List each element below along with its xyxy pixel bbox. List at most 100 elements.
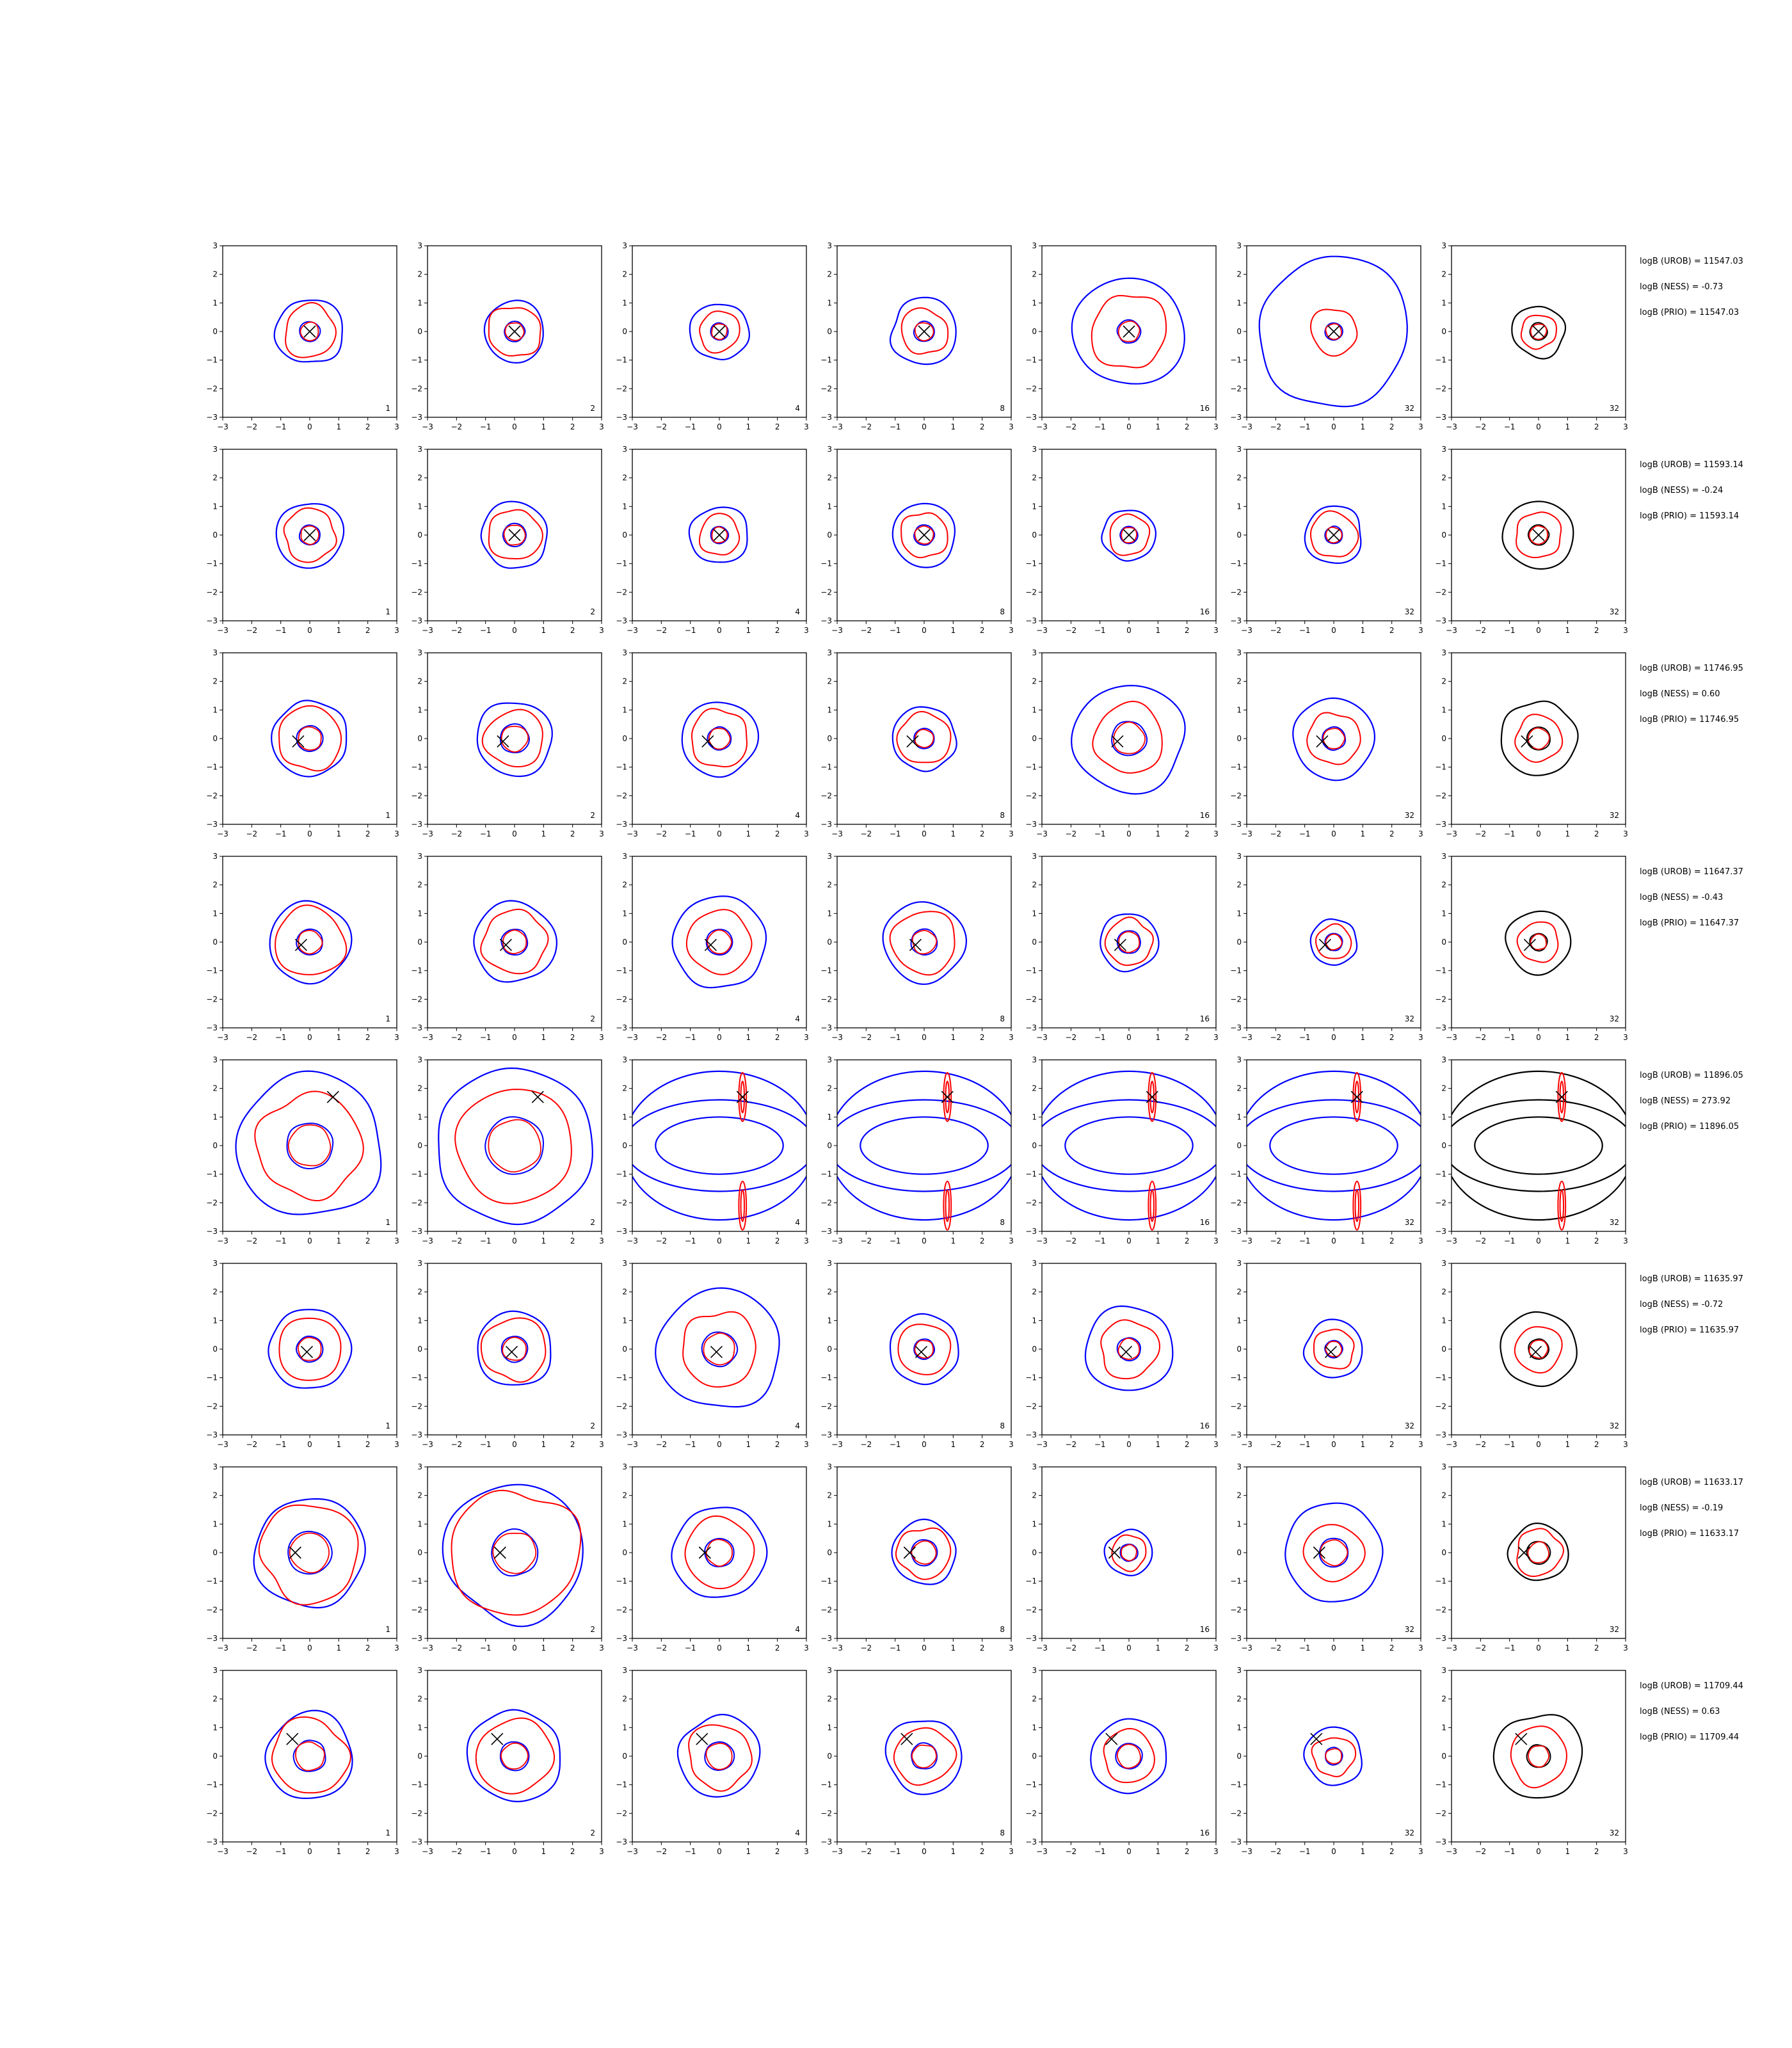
contour-outer xyxy=(1071,277,1185,385)
y-tick-label: −3 xyxy=(616,413,627,422)
x-tick-label: 2 xyxy=(365,1440,371,1449)
panel-number: 32 xyxy=(1610,404,1619,413)
panel-number: 1 xyxy=(385,404,390,413)
x-tick-label: 2 xyxy=(365,626,371,635)
contour-inner xyxy=(1092,700,1163,774)
y-tick-label: 0 xyxy=(622,1141,627,1150)
y-tick-label: 1 xyxy=(1236,705,1242,714)
y-tick-label: 2 xyxy=(212,474,218,483)
y-tick-label: 1 xyxy=(417,1723,422,1732)
contour-core-inner xyxy=(1113,721,1146,755)
x-tick-label: 1 xyxy=(541,1644,547,1652)
y-tick-label: 3 xyxy=(622,241,627,250)
contour-inner xyxy=(283,507,337,563)
x-tick-label: 1 xyxy=(746,1440,751,1449)
y-tick-label: 2 xyxy=(417,1084,422,1093)
x-tick-label: 1 xyxy=(1156,1033,1161,1042)
y-tick-label: −1 xyxy=(820,559,832,568)
x-tick-label: 3 xyxy=(804,1033,809,1042)
y-tick-label: −3 xyxy=(411,820,422,829)
contour-inner xyxy=(1557,1072,1567,1123)
x-tick-label: 2 xyxy=(365,1033,371,1042)
contour-core xyxy=(502,522,527,548)
panel-number: 4 xyxy=(795,1421,800,1430)
contour-inner xyxy=(740,1189,745,1222)
y-tick-label: 3 xyxy=(622,1055,627,1064)
true-value-marker xyxy=(1114,938,1126,952)
subplot-r7-c2: −3 −2 −1 0 1 2 3 3 2 1 0 −1 −2 −3 2 xyxy=(411,1462,604,1652)
x-tick-label: −1 xyxy=(1094,1033,1106,1042)
y-tick-label: −3 xyxy=(1025,1634,1037,1643)
y-tick-label: 3 xyxy=(622,1666,627,1675)
y-tick-label: 0 xyxy=(827,1752,832,1761)
y-tick-label: 3 xyxy=(212,1259,218,1268)
x-tick-label: 0 xyxy=(1331,1033,1336,1042)
contour-core-inner xyxy=(504,322,525,341)
x-tick-label: 0 xyxy=(1536,1236,1541,1245)
x-tick-label: −3 xyxy=(1036,1644,1048,1652)
x-tick-label: 3 xyxy=(394,1236,399,1245)
y-tick-label: −1 xyxy=(1230,1780,1242,1789)
x-tick-label: −3 xyxy=(831,1236,843,1245)
y-tick-label: 1 xyxy=(417,909,422,918)
contour-inner xyxy=(1104,916,1154,966)
y-tick-label: 0 xyxy=(417,531,422,540)
true-value-marker xyxy=(915,1345,928,1359)
y-tick-label: −1 xyxy=(206,1373,218,1382)
y-tick-label: 1 xyxy=(1032,298,1037,307)
subplot-r4-c2: −3 −2 −1 0 1 2 3 3 2 1 0 −1 −2 −3 2 xyxy=(411,852,604,1042)
y-tick-label: 0 xyxy=(1236,327,1242,336)
y-tick-label: −1 xyxy=(1435,1170,1446,1179)
x-tick-label: 0 xyxy=(922,1644,927,1652)
contour-outer xyxy=(442,1484,584,1628)
contour-outer xyxy=(889,296,957,365)
x-tick-label: 3 xyxy=(394,422,399,431)
panel-number: 32 xyxy=(1610,1014,1619,1023)
subplot-r3-c3: −3 −2 −1 0 1 2 3 3 2 1 0 −1 −2 −3 4 xyxy=(616,648,809,838)
subplot-r6-c2: −3 −2 −1 0 1 2 3 3 2 1 0 −1 −2 −3 2 xyxy=(411,1259,604,1449)
x-tick-label: 2 xyxy=(1594,422,1599,431)
x-tick-label: −3 xyxy=(1446,1236,1457,1245)
x-tick-label: 3 xyxy=(1418,829,1423,838)
y-tick-label: 1 xyxy=(417,1519,422,1528)
x-tick-label: −3 xyxy=(422,1033,433,1042)
true-value-marker xyxy=(1529,1345,1542,1359)
y-tick-label: −2 xyxy=(820,384,832,393)
y-tick-label: 0 xyxy=(1032,734,1037,743)
x-tick-label: 0 xyxy=(717,422,722,431)
x-tick-label: −2 xyxy=(1270,1236,1281,1245)
contour-inner xyxy=(699,310,740,354)
row-annotations-2: logB (UROB) = 11593.14 logB (NESS) = -0.2… xyxy=(1640,460,1743,521)
y-tick-label: −1 xyxy=(206,966,218,975)
x-tick-label: 1 xyxy=(541,422,547,431)
contour-core xyxy=(286,1123,334,1170)
x-tick-label: −3 xyxy=(831,829,843,838)
panel-number: 16 xyxy=(1200,607,1210,616)
x-tick-label: 3 xyxy=(1418,626,1423,635)
y-tick-label: −3 xyxy=(1230,1227,1242,1236)
y-tick-label: 0 xyxy=(212,1548,218,1557)
axes-frame xyxy=(222,856,397,1028)
x-tick-label: 1 xyxy=(1565,1440,1571,1449)
y-tick-label: 1 xyxy=(622,909,627,918)
x-tick-label: 1 xyxy=(1361,1440,1366,1449)
contour-inner xyxy=(893,1727,957,1786)
contour-core xyxy=(1528,1338,1549,1360)
y-tick-label: 0 xyxy=(1441,531,1446,540)
contour-inner xyxy=(738,1072,748,1123)
x-tick-label: −2 xyxy=(1065,1847,1076,1856)
y-tick-label: 2 xyxy=(417,881,422,890)
y-tick-label: −3 xyxy=(1230,1634,1242,1643)
x-tick-label: −3 xyxy=(1036,1440,1048,1449)
y-tick-label: 0 xyxy=(212,1141,218,1150)
y-tick-label: −1 xyxy=(1025,1780,1037,1789)
contour-core xyxy=(705,929,733,956)
x-tick-label: 1 xyxy=(541,1440,547,1449)
panel-number: 16 xyxy=(1200,1421,1210,1430)
y-tick-label: −1 xyxy=(1230,1170,1242,1179)
y-tick-label: −2 xyxy=(1230,588,1242,596)
contour-inner xyxy=(278,705,342,772)
x-tick-label: −3 xyxy=(1241,626,1252,635)
axes-frame xyxy=(1451,856,1626,1028)
